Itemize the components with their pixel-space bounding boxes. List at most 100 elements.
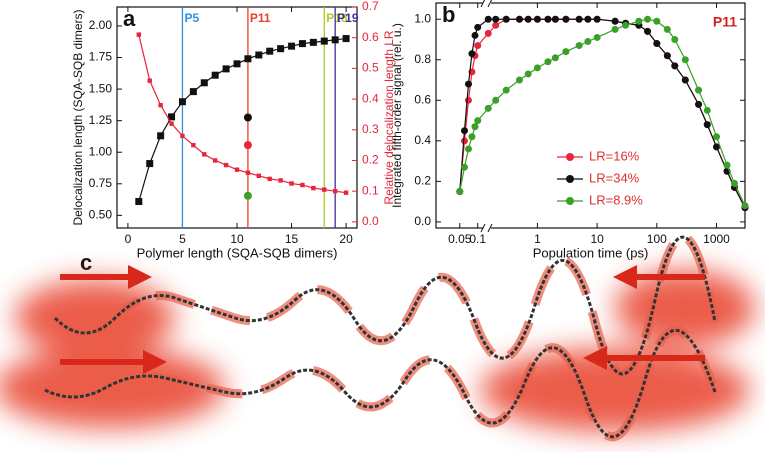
data-point [703, 121, 711, 129]
data-point [278, 178, 283, 183]
data-point [663, 25, 671, 33]
x-tick-label: 10 [590, 232, 604, 246]
x-tick-label: 0 [125, 232, 132, 246]
data-point [146, 160, 154, 168]
data-point [234, 167, 240, 172]
data-point [468, 50, 476, 58]
data-point [562, 48, 570, 56]
arrows [60, 265, 705, 374]
data-point [168, 113, 176, 121]
data-point [200, 79, 208, 87]
x-axis-title: Polymer length (SQA-SQB dimers) [137, 245, 338, 260]
data-point [277, 45, 285, 53]
y2-axis-title: Relative delocalization length LR [382, 30, 396, 204]
data-point [584, 15, 592, 23]
polymer-chain [44, 329, 717, 439]
data-point [468, 133, 476, 141]
legend-label: LR=16% [589, 148, 640, 163]
legend-marker [566, 175, 574, 183]
y-tick-label: 1.00 [89, 144, 113, 158]
highlight-point [243, 113, 252, 122]
y2-tick-label: 0.3 [362, 122, 379, 136]
reference-label: P18 [326, 11, 348, 25]
data-point [484, 15, 492, 23]
data-point [502, 86, 510, 94]
data-point [635, 17, 643, 25]
data-point [622, 21, 630, 29]
data-point [255, 51, 263, 59]
x-axis-title: Population time (ps) [533, 245, 649, 260]
data-point [464, 96, 472, 104]
data-point [533, 64, 541, 72]
y-tick-label: 0.0 [414, 214, 431, 228]
reference-label: P5 [184, 11, 199, 25]
data-point [189, 88, 197, 96]
data-point [730, 179, 738, 187]
y-tick-label: 1.0 [414, 11, 431, 25]
data-point [484, 104, 492, 112]
data-point [136, 32, 142, 37]
y-tick-label: 0.4 [414, 133, 431, 147]
data-point [653, 40, 661, 48]
x-tick-label: 0.1 [469, 232, 486, 246]
data-point [158, 103, 163, 108]
data-point [178, 98, 186, 106]
x-tick-label: 0.05 [448, 232, 472, 246]
data-point [533, 15, 541, 23]
x-tick-label: 20 [339, 232, 353, 246]
reference-label: P19 [337, 11, 359, 25]
data-point [484, 29, 492, 37]
panel-label: c [80, 250, 92, 275]
y2-tick-label: 0.2 [362, 153, 379, 167]
data-point [741, 202, 749, 210]
legend-label: LR=34% [589, 170, 640, 185]
data-point [723, 161, 731, 169]
data-point [471, 31, 479, 39]
data-point [460, 127, 468, 135]
data-point [180, 133, 185, 139]
y-axis-title: Integrated fifth-order signal (rel. u.) [390, 23, 404, 208]
y2-tick-label: 0.7 [362, 0, 379, 13]
data-point [544, 15, 552, 23]
legend-marker [566, 197, 574, 205]
data-point [593, 15, 601, 23]
data-point [289, 181, 294, 186]
x-tick-label: 10 [230, 232, 244, 246]
data-point [593, 33, 601, 41]
data-point [135, 197, 143, 205]
data-point [311, 185, 316, 191]
y-tick-label: 1.25 [89, 113, 113, 127]
panel-label: b [442, 2, 455, 27]
data-point [703, 106, 711, 114]
data-point [584, 38, 592, 46]
y2-tick-label: 0.4 [362, 91, 379, 105]
data-point [211, 71, 219, 79]
data-point [169, 121, 174, 126]
data-point [713, 133, 721, 141]
y-axis-title: Delocalization length (SQA-SQB dimers) [71, 9, 85, 225]
data-point [202, 152, 207, 157]
data-point [515, 76, 523, 84]
data-point [644, 15, 652, 23]
data-point [266, 47, 274, 55]
data-point [212, 158, 218, 163]
data-point [474, 23, 482, 31]
x-tick-label: 1 [534, 232, 541, 246]
data-point [562, 15, 570, 23]
y2-tick-label: 0.6 [362, 30, 379, 44]
data-point [267, 176, 272, 182]
y-tick-label: 1.50 [89, 81, 113, 95]
data-point [320, 37, 328, 45]
legend-label: LR=8.9% [589, 192, 643, 207]
data-point [233, 60, 241, 68]
data-point [681, 76, 689, 84]
data-point [464, 145, 472, 153]
data-point [300, 182, 305, 188]
y-tick-label: 0.75 [89, 176, 113, 190]
panel-label: a [123, 6, 136, 31]
data-point [502, 15, 510, 23]
data-point [474, 117, 482, 125]
polymer-chain [53, 235, 717, 376]
data-point [695, 86, 703, 94]
glow [0, 270, 755, 432]
